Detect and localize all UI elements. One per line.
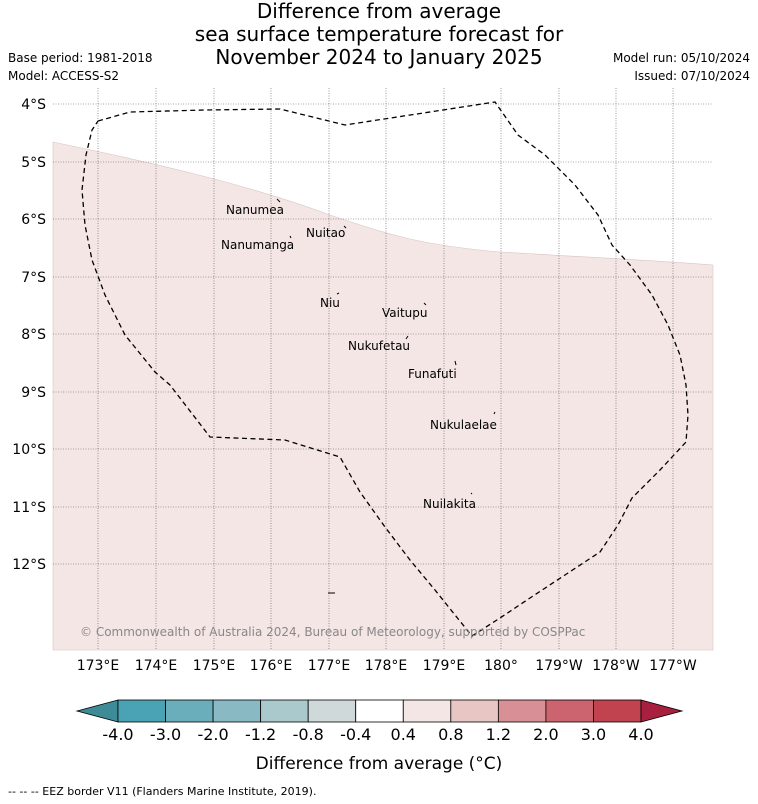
colorbar-tick: 0.4 <box>391 725 416 744</box>
lon-tick: 177°E <box>308 658 351 674</box>
colorbar-tick: 1.2 <box>486 725 511 744</box>
colorbar-bin <box>545 699 594 723</box>
island-funafuti <box>454 360 457 366</box>
lat-tick: 11°S <box>12 500 46 516</box>
base-period: Base period: 1981-2018 <box>8 51 153 65</box>
model-name: Model: ACCESS-S2 <box>8 69 120 83</box>
model-run: Model run: 05/10/2024 <box>612 51 750 65</box>
lat-tick: 5°S <box>21 155 46 171</box>
colorbar-tick-labels: -4.0 -3.0 -2.0 -1.2 -0.8 -0.4 0.4 0.8 1.2 2.0 3.0 4… <box>102 725 653 744</box>
label-vaitupu: Vaitupu <box>382 306 428 320</box>
colorbar-label: Difference from average (°C) <box>256 754 503 774</box>
lat-tick: 8°S <box>21 327 46 343</box>
lon-tick: 176°E <box>250 658 293 674</box>
island-vaitupu <box>423 302 427 306</box>
colorbar-tick: -3.0 <box>150 725 181 744</box>
lat-tick: 7°S <box>21 270 46 286</box>
title-line-3: November 2024 to January 2025 <box>215 45 543 69</box>
island-nukulaelae <box>493 411 496 415</box>
colorbar-bin <box>117 699 166 723</box>
lon-tick: 177°W <box>649 658 697 674</box>
copyright-notice: © Commonwealth of Australia 2024, Bureau… <box>80 625 585 639</box>
colorbar-tick: -0.4 <box>340 725 371 744</box>
metadata-left: Base period: 1981-2018 Model: ACCESS-S2 <box>8 49 153 85</box>
label-nuilakita: Nuilakita <box>423 497 476 511</box>
colorbar-tick: 3.0 <box>581 725 606 744</box>
colorbar-under-arrow <box>75 699 119 723</box>
island-nanumanga <box>289 235 292 239</box>
label-funafuti: Funafuti <box>408 367 457 381</box>
colorbar-bin <box>593 699 642 723</box>
island-nuilakita <box>470 492 473 495</box>
colorbar-tick: -0.8 <box>293 725 324 744</box>
lat-tick: 10°S <box>12 442 46 458</box>
colorbar: -4.0 -3.0 -2.0 -1.2 -0.8 -0.4 0.4 0.8 1.2 2.0 3.0 4… <box>75 699 684 774</box>
colorbar-tick: -1.2 <box>245 725 276 744</box>
lat-tick: 6°S <box>21 212 46 228</box>
colorbar-bin <box>165 699 214 723</box>
metadata-right: Model run: 05/10/2024 Issued: 07/10/2024 <box>613 49 750 85</box>
colorbar-bin <box>355 699 404 723</box>
colorbar-tick: 0.8 <box>438 725 463 744</box>
lon-tick: 178°W <box>592 658 640 674</box>
colorbar-bin <box>212 699 262 723</box>
lat-tick: 4°S <box>21 97 46 113</box>
issued-date: Issued: 07/10/2024 <box>634 69 750 83</box>
eez-border <box>81 101 689 637</box>
lat-tick: 9°S <box>21 385 46 401</box>
map-title: Difference from average sea surface temp… <box>0 0 758 69</box>
lon-tick: 180° <box>484 658 518 674</box>
label-nanumea: Nanumea <box>226 203 284 217</box>
islands <box>276 198 496 594</box>
label-nukufetau: Nukufetau <box>348 339 410 353</box>
colorbar-bin <box>260 699 309 723</box>
place-labels: Nanumea Nuitao Nanumanga Niu Vaitupu Nuk… <box>221 203 497 511</box>
gridlines <box>53 88 713 650</box>
lon-tick-labels: 173°E 174°E 175°E 176°E 177°E 178°E 179°… <box>77 658 697 674</box>
colorbar-tick: 4.0 <box>628 725 653 744</box>
lat-tick-labels: 4°S 5°S 6°S 7°S 8°S 9°S 10°S 11°S 12°S <box>12 97 46 573</box>
island-nukufetau <box>405 335 409 340</box>
anomaly-region <box>52 141 714 651</box>
island-nuitao <box>343 225 347 229</box>
title-line-2: sea surface temperature forecast for <box>194 22 564 46</box>
colorbar-bins <box>117 699 642 723</box>
lon-tick: 179°W <box>535 658 583 674</box>
eez-legend: -- -- -- EEZ border V11 (Flanders Marine… <box>8 785 317 798</box>
lat-tick: 12°S <box>12 557 46 573</box>
lon-tick: 173°E <box>77 658 120 674</box>
island-niu <box>336 292 340 295</box>
lon-tick: 178°E <box>365 658 408 674</box>
island-nanumea <box>276 198 281 203</box>
label-nukulaelae: Nukulaelae <box>430 418 497 432</box>
lon-tick: 179°E <box>423 658 466 674</box>
lon-tick: 175°E <box>193 658 236 674</box>
colorbar-bin <box>307 699 357 723</box>
title-line-1: Difference from average <box>256 0 502 23</box>
colorbar-tick: -4.0 <box>102 725 133 744</box>
colorbar-bin <box>450 699 499 723</box>
lon-tick: 174°E <box>135 658 178 674</box>
label-niu: Niu <box>320 296 340 310</box>
colorbar-bin <box>497 699 547 723</box>
colorbar-tick: -2.0 <box>197 725 228 744</box>
colorbar-bin <box>402 699 452 723</box>
label-nanumanga: Nanumanga <box>221 238 294 252</box>
colorbar-tick: 2.0 <box>533 725 558 744</box>
label-nuitao: Nuitao <box>306 226 345 240</box>
colorbar-over-arrow <box>640 699 684 723</box>
